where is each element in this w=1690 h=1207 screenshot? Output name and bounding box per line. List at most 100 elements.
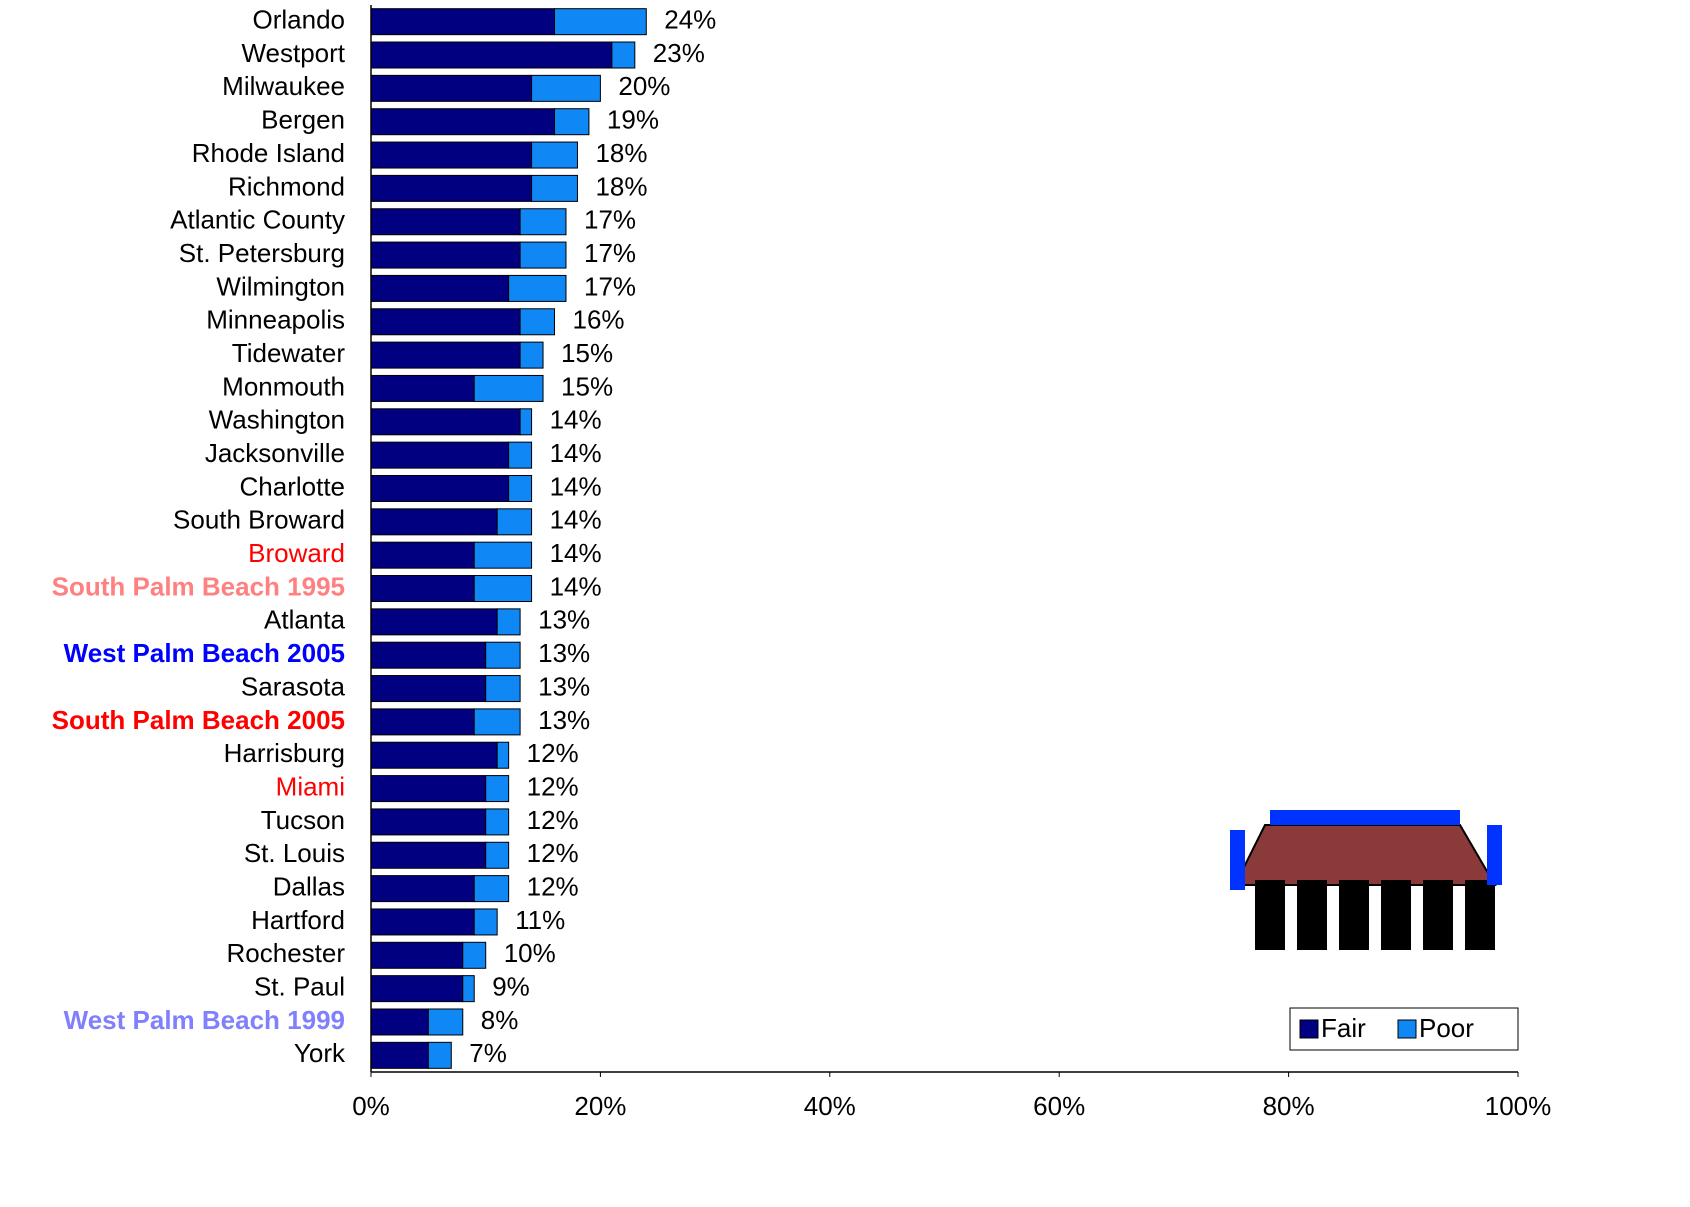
y-tick-label: Tucson	[261, 805, 345, 835]
total-label: 9%	[492, 972, 530, 1002]
bar-segment	[473, 541, 533, 569]
bar-segment	[370, 975, 464, 1003]
y-tick-label: Minneapolis	[206, 305, 345, 335]
bar-segment	[519, 408, 533, 436]
bar-segment	[370, 308, 521, 336]
bar-segment	[370, 541, 475, 569]
bar-segment	[485, 775, 510, 803]
y-tick-label: St. Louis	[244, 838, 345, 868]
bar-segment	[370, 74, 533, 102]
bar-segment	[370, 441, 510, 469]
legend-label: Poor	[1419, 1013, 1474, 1043]
y-tick-label: Wilmington	[216, 271, 345, 301]
bar-segment	[370, 841, 487, 869]
bar-segment	[370, 408, 521, 436]
total-label: 14%	[550, 405, 602, 435]
y-tick-label: St. Paul	[254, 972, 345, 1002]
total-label: 17%	[584, 238, 636, 268]
bar-segment	[370, 808, 487, 836]
x-tick-label: 40%	[804, 1091, 856, 1121]
bar-segment	[370, 508, 498, 536]
total-label: 13%	[538, 605, 590, 635]
bar-segment	[462, 941, 487, 969]
bar-segment	[554, 8, 647, 36]
bar-segment	[370, 41, 613, 69]
total-label: 10%	[504, 938, 556, 968]
legend-swatch	[1299, 1019, 1319, 1039]
bar-segment	[531, 174, 578, 202]
bar-segment	[370, 341, 521, 369]
y-tick-label: Atlanta	[264, 605, 345, 635]
bar-segment	[427, 1041, 452, 1069]
y-tick-label: Westport	[241, 38, 345, 68]
y-tick-label: Orlando	[253, 5, 346, 35]
total-label: 14%	[550, 538, 602, 568]
x-tick-label: 80%	[1263, 1091, 1315, 1121]
bar-segment	[519, 341, 544, 369]
bar-segment	[473, 908, 498, 936]
y-tick-label: West Palm Beach 1999	[64, 1005, 345, 1035]
bar-segment	[508, 274, 567, 302]
legend-swatch	[1397, 1019, 1417, 1039]
y-tick-label: South Palm Beach 2005	[52, 705, 345, 735]
bar-segment	[370, 141, 533, 169]
bar-segment	[370, 675, 487, 703]
bar-segment	[473, 875, 510, 903]
total-label: 16%	[573, 305, 625, 335]
bar-segment	[370, 1041, 429, 1069]
y-tick-label: Broward	[248, 538, 345, 568]
bar-segment	[473, 575, 533, 603]
y-tick-label: York	[294, 1038, 346, 1068]
bar-segment	[370, 875, 475, 903]
y-tick-label: South Broward	[173, 505, 345, 535]
y-tick-label: Monmouth	[222, 371, 345, 401]
total-label: 18%	[595, 138, 647, 168]
total-label: 7%	[469, 1038, 507, 1068]
bar-segment	[519, 308, 556, 336]
x-tick-label: 0%	[352, 1091, 390, 1121]
total-label: 19%	[607, 105, 659, 135]
bar-segment	[370, 708, 475, 736]
y-tick-label: Miami	[276, 771, 345, 801]
bar-segment	[473, 374, 544, 402]
total-label: 24%	[664, 5, 716, 35]
legend: Fair Poor	[1289, 1007, 1519, 1051]
bar-segment	[508, 474, 533, 502]
total-label: 11%	[515, 905, 565, 935]
total-label: 15%	[561, 338, 613, 368]
bar-segment	[485, 641, 521, 669]
total-label: 14%	[550, 571, 602, 601]
bar-segment	[370, 208, 521, 236]
y-tick-label: Tidewater	[232, 338, 346, 368]
bar-segment	[508, 441, 533, 469]
y-tick-label: Dallas	[273, 871, 345, 901]
bar-segment	[370, 608, 498, 636]
bar-segment	[473, 708, 521, 736]
bar-segment	[485, 675, 521, 703]
x-tick-label: 60%	[1033, 1091, 1085, 1121]
bar-segment	[496, 608, 521, 636]
total-label: 23%	[653, 38, 705, 68]
bar-segment	[531, 74, 601, 102]
bar-segment	[370, 741, 498, 769]
y-tick-label: Harrisburg	[224, 738, 345, 768]
total-label: 12%	[527, 805, 579, 835]
y-tick-label: Charlotte	[240, 471, 346, 501]
y-tick-label: West Palm Beach 2005	[64, 638, 345, 668]
bar-segment	[370, 1008, 429, 1036]
total-label: 18%	[595, 171, 647, 201]
y-tick-label: St. Petersburg	[179, 238, 345, 268]
total-label: 17%	[584, 205, 636, 235]
bar-segment	[370, 775, 487, 803]
y-tick-label: Sarasota	[241, 671, 346, 701]
y-tick-label: Washington	[209, 405, 345, 435]
bar-segment	[370, 474, 510, 502]
bar-segment	[611, 41, 636, 69]
bar-segment	[519, 208, 567, 236]
legend-label: Fair	[1321, 1013, 1366, 1043]
bar-segment	[370, 174, 533, 202]
y-tick-label: Atlantic County	[170, 205, 345, 235]
total-label: 15%	[561, 371, 613, 401]
bar-segment	[496, 741, 510, 769]
total-label: 17%	[584, 271, 636, 301]
